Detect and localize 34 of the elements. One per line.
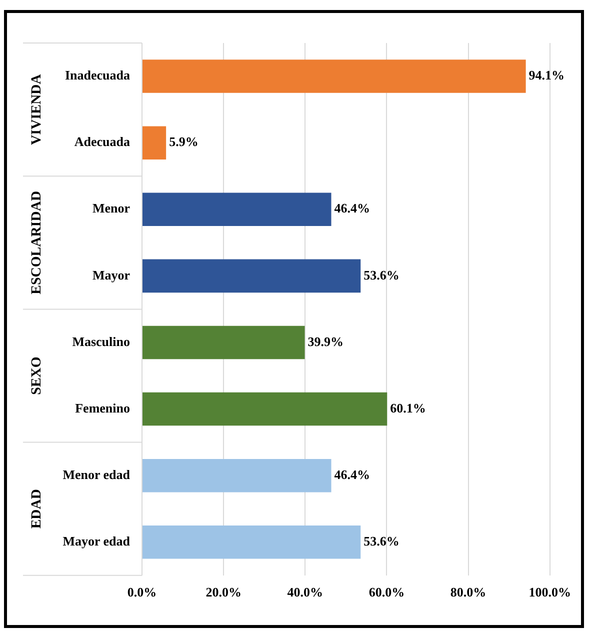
bar xyxy=(142,259,361,293)
data-label: 46.4% xyxy=(334,466,370,482)
x-tick-label: 40.0% xyxy=(287,584,324,600)
y-tick-label: Mayor xyxy=(92,267,130,282)
text: ESCOLARIDAD xyxy=(30,190,45,294)
y-tick-label: Menor edad xyxy=(62,466,131,482)
bar xyxy=(142,458,332,492)
data-label: 39.9% xyxy=(308,334,344,349)
y-tick-label: Menor xyxy=(92,200,130,216)
data-label: 46.4% xyxy=(334,200,370,216)
text: VIVIENDA xyxy=(30,73,45,145)
bar xyxy=(142,126,166,160)
x-tick-label: 100.0% xyxy=(528,584,571,600)
x-tick-label: 60.0% xyxy=(368,584,405,600)
x-tick-label: 20.0% xyxy=(206,584,242,600)
y-tick-label: Mayor edad xyxy=(62,533,131,548)
text: EDAD xyxy=(30,489,45,529)
data-label: 5.9% xyxy=(169,134,198,150)
data-label: 94.1% xyxy=(528,68,565,83)
data-label: 53.6% xyxy=(364,533,400,548)
text: SEXO xyxy=(30,356,45,395)
x-tick-label: 0.0% xyxy=(127,584,157,600)
y-tick-label: Inadecuada xyxy=(64,68,130,83)
x-tick-label: 80.0% xyxy=(450,584,486,600)
bar xyxy=(142,192,332,226)
bar xyxy=(142,525,361,559)
y-tick-label: Femenino xyxy=(75,400,130,416)
bar xyxy=(142,60,526,93)
y-tick-label: Masculino xyxy=(72,334,130,349)
bar xyxy=(142,392,388,426)
y-tick-label: Adecuada xyxy=(74,134,130,150)
bar xyxy=(142,326,305,360)
data-label: 60.1% xyxy=(390,400,426,416)
data-label: 53.6% xyxy=(364,267,400,282)
